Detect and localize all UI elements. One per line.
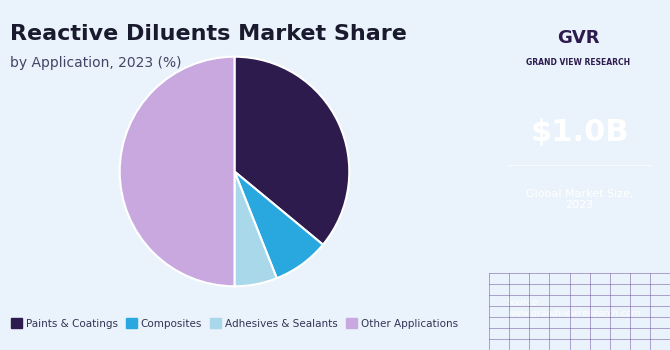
Text: by Application, 2023 (%): by Application, 2023 (%) xyxy=(10,56,182,70)
Legend: Paints & Coatings, Composites, Adhesives & Sealants, Other Applications: Paints & Coatings, Composites, Adhesives… xyxy=(7,314,462,333)
Text: Global Market Size,
2023: Global Market Size, 2023 xyxy=(526,189,633,210)
Wedge shape xyxy=(234,57,349,245)
Text: Reactive Diluents Market Share: Reactive Diluents Market Share xyxy=(10,25,407,44)
Wedge shape xyxy=(120,57,234,286)
Wedge shape xyxy=(234,172,277,286)
Wedge shape xyxy=(234,172,323,278)
Text: $1.0B: $1.0B xyxy=(530,119,629,147)
Text: GVR: GVR xyxy=(557,29,599,47)
Text: Source:
www.grandviewresearch.com: Source: www.grandviewresearch.com xyxy=(507,298,641,318)
Text: GRAND VIEW RESEARCH: GRAND VIEW RESEARCH xyxy=(526,58,630,66)
